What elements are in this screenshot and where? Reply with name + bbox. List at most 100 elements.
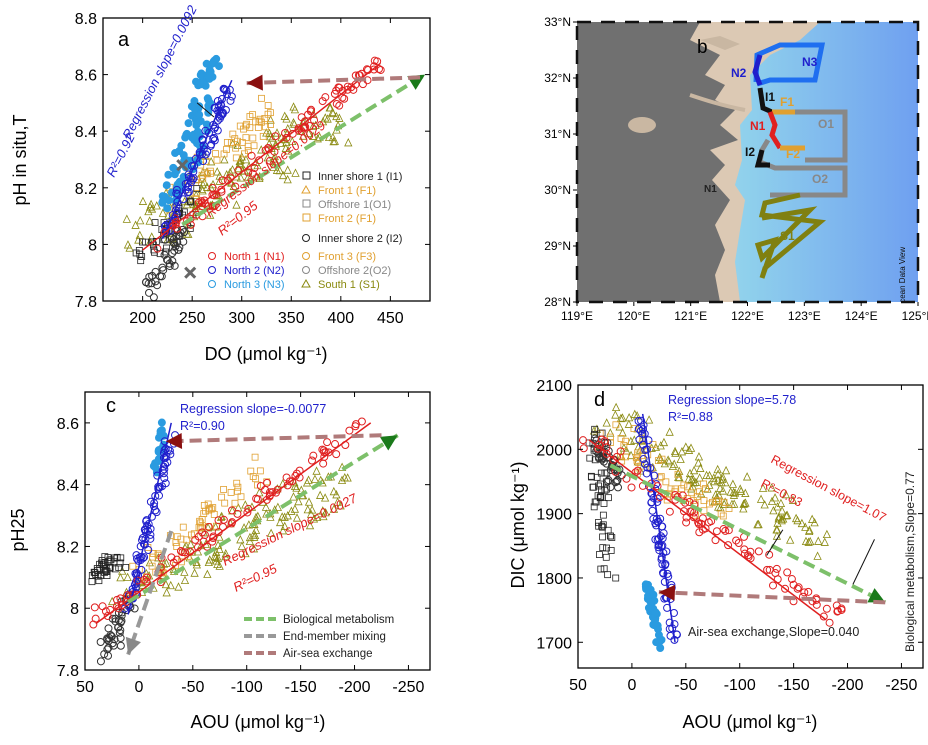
- x-tick-label: 300: [228, 310, 255, 327]
- x-tick-label: -150: [778, 677, 810, 694]
- point-n1: [358, 80, 367, 89]
- point-n2: [144, 546, 153, 555]
- panel-c-xlabel: AOU (μmol kg⁻¹): [191, 712, 326, 732]
- regression-line: [161, 79, 233, 240]
- point-i1: [600, 500, 608, 507]
- point-i2: [173, 238, 182, 247]
- point-s1: [624, 419, 633, 428]
- point-s1: [713, 464, 722, 474]
- regression-line: [95, 422, 372, 625]
- y-tick-label: 1700: [536, 635, 572, 652]
- point-n1: [288, 129, 297, 138]
- point-n1: [133, 576, 142, 585]
- point-s1: [306, 509, 316, 518]
- point-f2: [129, 562, 137, 570]
- point-n1: [98, 602, 107, 611]
- point-n1: [335, 83, 344, 92]
- point-s1: [333, 497, 342, 506]
- point-f2: [725, 505, 733, 513]
- point-i2: [100, 650, 109, 659]
- point-s1: [147, 204, 157, 213]
- point-i1: [604, 494, 612, 502]
- point-i2: [116, 641, 125, 650]
- point-i2: [116, 618, 125, 627]
- point-s1: [145, 558, 154, 567]
- point-n1: [686, 507, 695, 516]
- x-tick-label: 0: [134, 679, 143, 696]
- y-tick-label: 1900: [536, 507, 572, 524]
- point-s1: [312, 466, 321, 475]
- point-s1: [162, 588, 171, 597]
- point-n1: [347, 83, 356, 92]
- vector-head: [125, 636, 141, 655]
- point-n3: [654, 625, 663, 634]
- point-f2: [221, 499, 229, 507]
- legend-label: Offshore 2(O2): [318, 265, 391, 277]
- point-s1: [138, 196, 148, 205]
- point-s1: [615, 422, 624, 431]
- point-i1: [96, 560, 104, 568]
- point-n2: [201, 150, 210, 159]
- legend-label: Offshore 1(O1): [318, 199, 391, 211]
- point-f2: [662, 478, 670, 486]
- point-s1: [760, 500, 769, 509]
- point-s1: [116, 572, 125, 582]
- y-tick-label: 7.8: [57, 663, 79, 680]
- point-i1: [608, 534, 616, 541]
- transect-s1: [754, 192, 827, 279]
- point-f2: [193, 190, 201, 197]
- point-f2: [620, 442, 628, 449]
- panel-a-axes: 200 250 300 350 400 450 7.8 8 8.2 8.4 8.6 8.8: [75, 11, 430, 327]
- point-f2: [238, 139, 246, 146]
- panel-c-red-r2: R²=0.95: [231, 560, 280, 594]
- point-n3: [193, 127, 202, 136]
- point-i1: [142, 238, 149, 246]
- point-s1: [718, 486, 728, 495]
- point-s1: [589, 426, 599, 435]
- panel-d-blue-r2: R²=0.88: [668, 410, 713, 424]
- point-s1: [290, 104, 300, 114]
- point-s1: [677, 447, 687, 456]
- point-s1: [241, 548, 250, 558]
- label-o2: O2: [812, 172, 828, 186]
- point-n1: [338, 93, 347, 102]
- transect-o1: [795, 109, 848, 163]
- legend-s1: South 1 (S1): [301, 278, 380, 291]
- point-n2: [147, 512, 156, 521]
- point-f2: [678, 485, 686, 493]
- panel-c-axes: 50 0 -50 -100 -150 -200 -250 7.8 8 8.2 8.4 8.6: [57, 392, 430, 696]
- legend-f3: Front 3 (F3): [302, 251, 376, 263]
- point-s1: [644, 415, 654, 424]
- map-axes: 119°E 120°E 121°E 122°E 123°E 124°E 125°E 33°N 3…: [544, 15, 928, 323]
- point-s1: [273, 502, 283, 511]
- point-n1: [176, 547, 185, 556]
- point-s1: [225, 177, 235, 186]
- point-s1: [714, 502, 723, 511]
- point-s1: [122, 214, 131, 223]
- point-s1: [287, 506, 296, 515]
- point-f2: [173, 533, 181, 541]
- point-s1: [687, 475, 696, 484]
- vector-head: [867, 588, 886, 603]
- point-s1: [773, 502, 782, 511]
- point-s1: [788, 495, 798, 504]
- point-s1: [340, 473, 349, 482]
- point-s1: [344, 138, 353, 147]
- point-s1: [721, 465, 731, 475]
- point-n3: [181, 133, 190, 142]
- point-s1: [213, 167, 222, 176]
- point-s1: [804, 537, 813, 546]
- legend-n2: North 2 (N2): [208, 265, 285, 277]
- legend-i2: Inner shore 2 (I2): [302, 233, 402, 245]
- map-x-tick-label: 123°E: [788, 309, 821, 323]
- map-body: Ocean Data View: [577, 22, 918, 302]
- map-y-tick-label: 33°N: [544, 15, 571, 29]
- label-s1: S1: [780, 229, 795, 243]
- point-s1: [329, 486, 338, 496]
- map-x-tick-label: 125°E: [902, 309, 928, 323]
- point-i1: [591, 425, 599, 433]
- point-n1: [256, 481, 265, 490]
- legend-label: North 3 (N3): [224, 279, 285, 291]
- point-n3: [162, 181, 171, 190]
- point-i1: [111, 565, 119, 573]
